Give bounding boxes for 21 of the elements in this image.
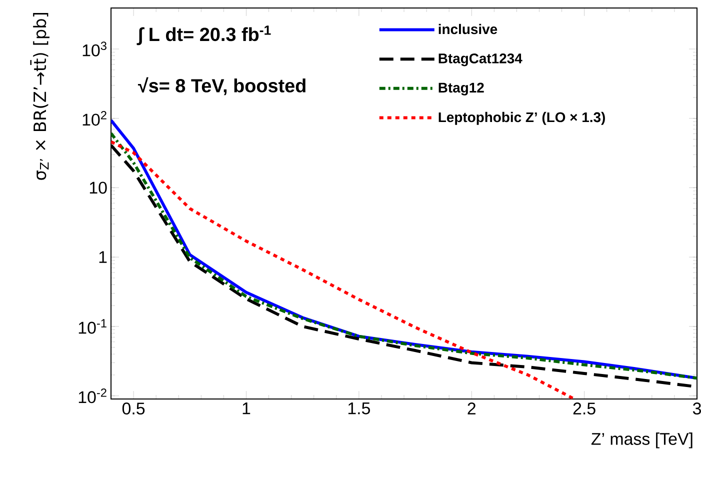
y-tick-label: 10$^{-2}$ — [78, 388, 106, 404]
x-axis-title: Z’ mass [TeV] — [591, 432, 692, 448]
y-tick-label: 10$^{-1}$ — [78, 319, 106, 334]
x-tick-label: 1.5 — [348, 402, 370, 414]
y-axis-title: σ$_{Z’}$ × BR(Z’→tt̄) [pb] — [30, 12, 50, 180]
annotation: ∫ L dt= 20.3 fb$^{-1}$ — [136, 26, 271, 46]
legend-label: BtagCat1234 — [438, 53, 522, 66]
legend-label: Leptophobic Z’ (LO × 1.3) — [438, 112, 605, 125]
y-tick-label: 1 — [99, 251, 107, 263]
x-tick-label: 3 — [692, 402, 701, 415]
y-tick-label: 10 — [90, 182, 107, 194]
y-tick-label: 10$^{2}$ — [82, 111, 106, 126]
x-tick-label: 2 — [468, 402, 476, 414]
annotation: √s= 8 TeV, boosted — [138, 77, 306, 96]
legend-label: Btag12 — [438, 82, 484, 96]
x-tick-label: 1 — [242, 402, 250, 414]
line-series — [111, 140, 575, 400]
x-tick-label: 2.5 — [573, 402, 596, 415]
y-tick-label: 10$^{3}$ — [82, 42, 106, 56]
x-tick-label: 0.5 — [122, 402, 145, 415]
legend-label: inclusive — [438, 24, 498, 34]
